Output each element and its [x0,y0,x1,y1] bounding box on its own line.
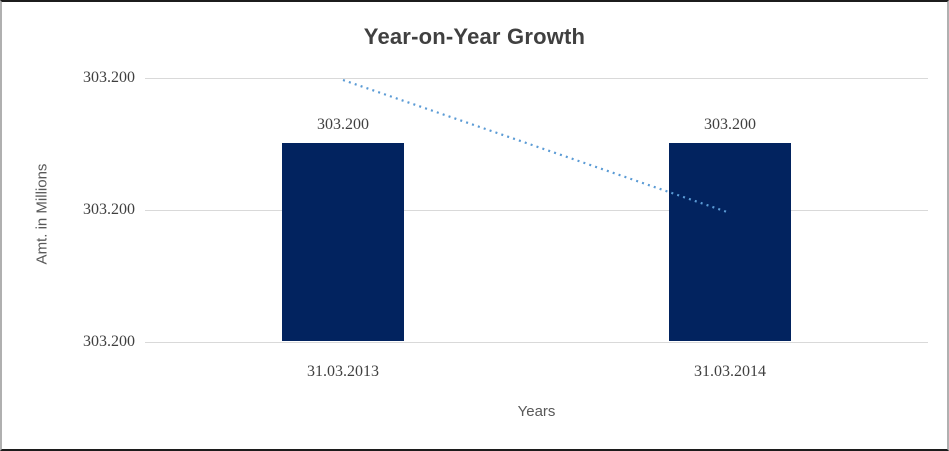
x-axis-category-label: 31.03.2014 [694,363,766,380]
bar-data-label: 303.200 [704,116,756,133]
bar-data-label: 303.200 [317,116,369,133]
x-axis-title: Years [517,403,556,420]
chart-title: Year-on-Year Growth [363,24,586,49]
x-axis-category-label: 31.03.2013 [307,363,379,380]
gridline-middle [145,210,928,211]
x-axis-line [145,342,928,343]
gridline-top [145,78,928,79]
y-axis-tick-label: 303.200 [83,201,135,218]
bar-2014 [669,143,791,341]
y-axis-tick-label: 303.200 [83,69,135,86]
y-axis-title: Amt. in Millions [33,163,51,265]
y-axis-tick-label: 303.200 [83,333,135,350]
bar-2013 [282,143,404,341]
